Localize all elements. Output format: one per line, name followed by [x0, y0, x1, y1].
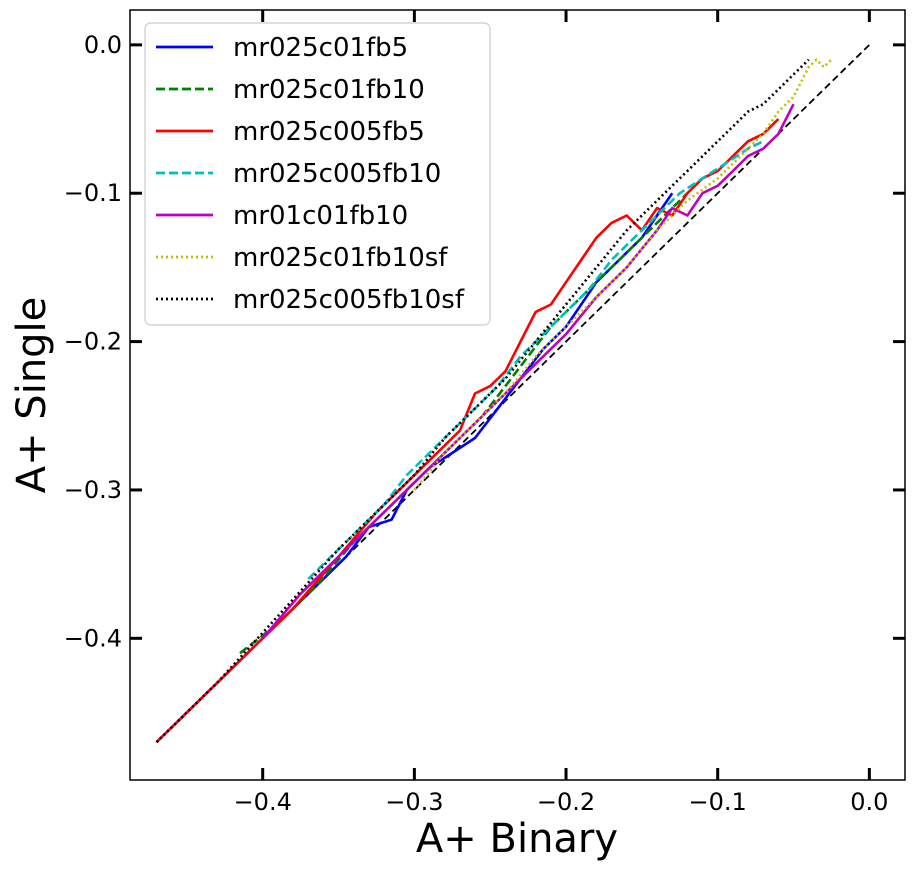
y-axis-label: A+ Single [9, 297, 55, 494]
series-line-mr025c005fb10 [307, 140, 764, 580]
legend-box [144, 22, 491, 326]
x-axis-label: A+ Binary [416, 816, 618, 862]
y-tick-label: 0.0 [84, 31, 122, 59]
x-tick-label: 0.0 [850, 788, 888, 816]
x-tick-label: −0.1 [689, 788, 747, 816]
x-tick-label: −0.4 [234, 788, 292, 816]
y-tick-label: −0.4 [64, 624, 122, 652]
series-line-mr025c005fb10sf [155, 58, 810, 744]
y-tick-label: −0.2 [64, 328, 122, 356]
legend-label: mr025c005fb5 [233, 117, 425, 147]
legend-label: mr025c01fb10 [233, 75, 425, 105]
x-tick-label: −0.2 [537, 788, 595, 816]
legend-label: mr025c005fb10sf [233, 285, 465, 315]
legend-label: mr025c005fb10 [233, 159, 441, 189]
legend-label: mr025c01fb5 [233, 33, 408, 63]
legend: mr025c01fb5 mr025c01fb10 mr025c005fb5 mr025… [144, 22, 491, 326]
series-line-mr025c01fb10sf [413, 58, 833, 491]
y-tick-label: −0.1 [64, 179, 122, 207]
plot-frame [129, 9, 906, 781]
y-tick-label: −0.3 [64, 476, 122, 504]
legend-label: mr01c01fb10 [233, 201, 408, 231]
x-tick-label: −0.3 [385, 788, 443, 816]
legend-label: mr025c01fb10sf [233, 243, 448, 273]
